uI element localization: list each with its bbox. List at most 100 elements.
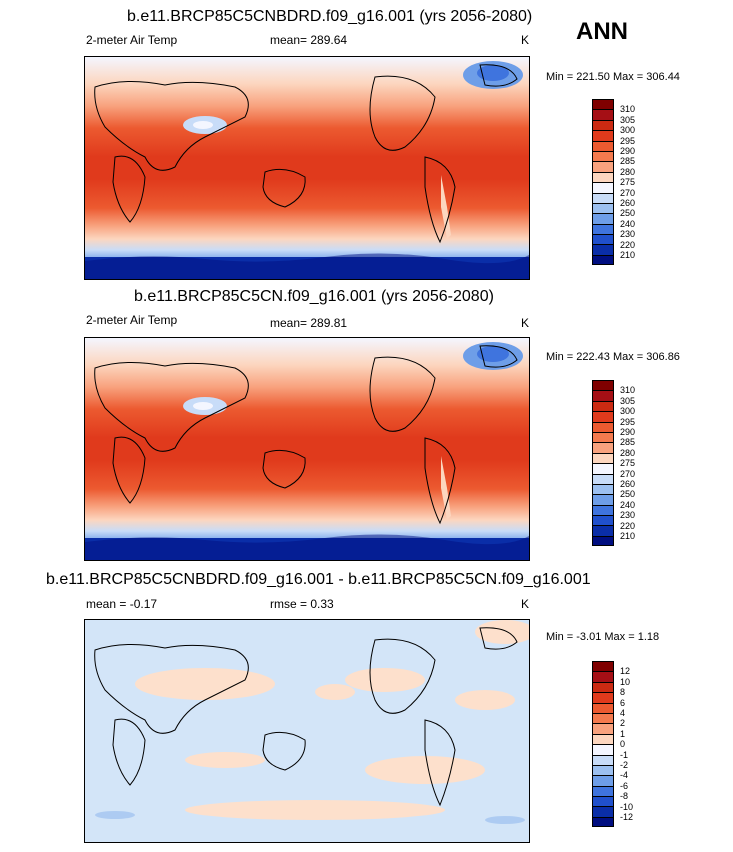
colorbar-swatch — [593, 109, 613, 120]
panel-3-rmse: rmse = 0.33 — [270, 597, 334, 611]
colorbar-swatch — [593, 452, 613, 464]
colorbar-tick-label: 285 — [620, 437, 636, 448]
panel-1-title: b.e11.BRCP85C5CNBDRD.f09_g16.001 (yrs 20… — [127, 8, 533, 25]
colorbar-swatch — [593, 733, 613, 745]
colorbar-swatch — [593, 161, 613, 172]
colorbar-swatch — [593, 681, 613, 693]
colorbar-swatch — [593, 150, 613, 162]
colorbar-swatch — [593, 702, 613, 713]
panel-1-unit: K — [521, 33, 530, 47]
colorbar-tick-label: 290 — [620, 146, 636, 156]
colorbar-swatch — [593, 775, 613, 786]
colorbar-tick-label: 240 — [620, 218, 636, 229]
colorbar-tick-label: 210 — [620, 250, 636, 260]
colorbar-tick-label: -1 — [620, 749, 629, 760]
colorbar-swatch — [593, 140, 613, 151]
colorbar-swatch — [593, 671, 613, 682]
colorbar-tick-label: 260 — [620, 198, 636, 208]
panel-3-colorbar — [592, 661, 614, 828]
colorbar-tick-label: 310 — [620, 104, 636, 115]
colorbar-tick-label: 290 — [620, 427, 636, 437]
colorbar-tick-label: 260 — [620, 479, 636, 489]
colorbar-tick-label: 310 — [620, 385, 636, 396]
panel-2-unit: K — [521, 316, 530, 330]
colorbar-swatch — [593, 483, 613, 495]
colorbar-swatch — [593, 380, 613, 391]
colorbar-swatch — [593, 202, 613, 214]
colorbar-swatch — [593, 182, 613, 193]
colorbar-tick-label: -12 — [620, 812, 634, 822]
colorbar-swatch — [593, 692, 613, 703]
colorbar-swatch — [593, 171, 613, 183]
colorbar-tick-label: 305 — [620, 395, 636, 406]
colorbar-swatch — [593, 223, 613, 235]
colorbar-swatch — [593, 535, 613, 547]
colorbar-tick-label: 280 — [620, 166, 636, 177]
colorbar-tick-label: 240 — [620, 499, 636, 510]
colorbar-tick-label: 275 — [620, 458, 636, 469]
panel-3-unit: K — [521, 597, 530, 611]
colorbar-tick-label: 4 — [620, 708, 626, 718]
colorbar-swatch — [593, 254, 613, 266]
panel-1-variable: 2-meter Air Temp — [86, 33, 178, 47]
colorbar-tick-label: 6 — [620, 697, 626, 708]
colorbar-swatch — [593, 661, 613, 672]
colorbar-swatch — [593, 234, 613, 245]
panel-2-title: b.e11.BRCP85C5CN.f09_g16.001 (yrs 2056-2… — [134, 288, 494, 305]
panel-1-map-svg — [85, 57, 529, 279]
colorbar-tick-label: 250 — [620, 489, 636, 500]
colorbar-swatch — [593, 806, 613, 817]
colorbar-tick-label: 300 — [620, 125, 636, 136]
panel-1-map — [84, 56, 530, 280]
colorbar-tick-label: 250 — [620, 208, 636, 219]
colorbar-swatch — [593, 525, 613, 536]
colorbar-tick-label: 1 — [620, 728, 626, 739]
colorbar-tick-label: 12 — [620, 666, 631, 677]
colorbar-tick-label: 285 — [620, 156, 636, 167]
colorbar-swatch — [593, 463, 613, 474]
colorbar-swatch — [593, 130, 613, 141]
panel-1-colorbar — [592, 99, 614, 266]
colorbar-swatch — [593, 515, 613, 526]
colorbar-swatch — [593, 754, 613, 765]
panel-3-mean: mean = -0.17 — [86, 597, 158, 611]
colorbar-tick-label: -4 — [620, 770, 629, 781]
panel-2-map-svg — [85, 338, 529, 560]
colorbar-tick-label: -2 — [620, 760, 629, 770]
colorbar-tick-label: 10 — [620, 676, 631, 687]
colorbar-swatch — [593, 390, 613, 401]
colorbar-tick-label: 270 — [620, 468, 636, 479]
colorbar-swatch — [593, 796, 613, 807]
colorbar-swatch — [593, 712, 613, 724]
colorbar-swatch — [593, 119, 613, 131]
panel-3-map-svg — [85, 620, 529, 842]
colorbar-tick-label: 280 — [620, 447, 636, 458]
colorbar-swatch — [593, 431, 613, 443]
colorbar-swatch — [593, 744, 613, 755]
colorbar-tick-label: 270 — [620, 187, 636, 198]
colorbar-tick-label: 0 — [620, 739, 626, 750]
panel-3-title: b.e11.BRCP85C5CNBDRD.f09_g16.001 - b.e11… — [46, 571, 591, 588]
panel-1-minmax: Min = 221.50 Max = 306.44 — [546, 71, 680, 83]
panel-1-mean: mean= 289.64 — [270, 33, 348, 47]
colorbar-swatch — [593, 785, 613, 797]
panel-2-variable: 2-meter Air Temp — [86, 313, 178, 327]
colorbar-swatch — [593, 504, 613, 516]
colorbar-swatch — [593, 99, 613, 110]
colorbar-tick-label: -10 — [620, 801, 634, 812]
colorbar-tick-label: 275 — [620, 177, 636, 188]
colorbar-swatch — [593, 816, 613, 828]
colorbar-swatch — [593, 421, 613, 432]
panel-2-colorbar — [592, 380, 614, 547]
colorbar-tick-label: -8 — [620, 791, 629, 802]
colorbar-tick-label: 230 — [620, 229, 636, 240]
colorbar-tick-label: 220 — [620, 239, 636, 250]
colorbar-swatch — [593, 192, 613, 203]
panel-3-minmax: Min = -3.01 Max = 1.18 — [546, 631, 660, 643]
panel-2-minmax: Min = 222.43 Max = 306.86 — [546, 351, 680, 363]
colorbar-tick-label: 230 — [620, 510, 636, 521]
colorbar-tick-label: 220 — [620, 520, 636, 531]
colorbar-swatch — [593, 442, 613, 453]
colorbar-tick-label: 210 — [620, 531, 636, 541]
colorbar-swatch — [593, 723, 613, 734]
